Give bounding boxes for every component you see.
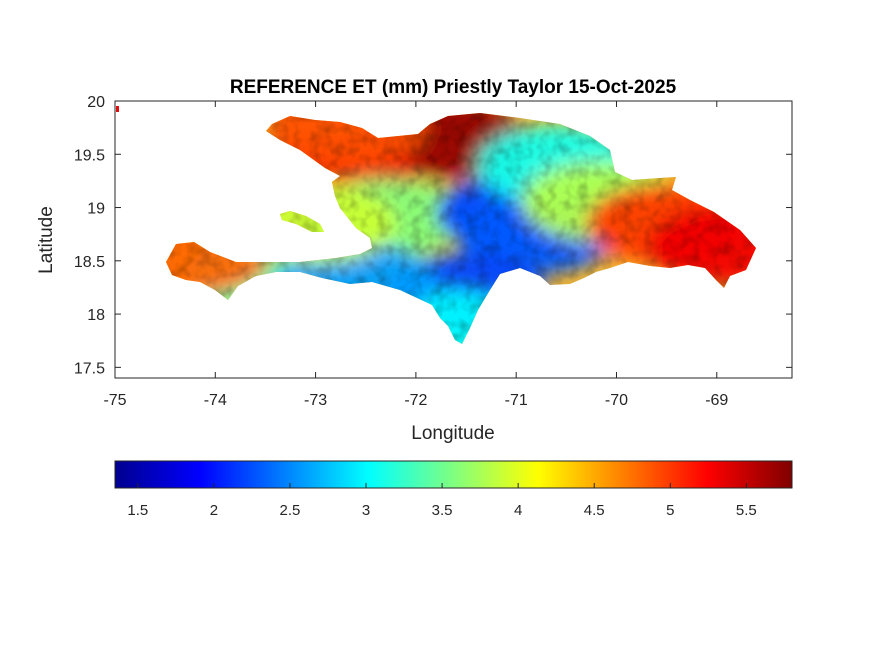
colorbar-ticks: 1.5 2 2.5 3 3.5 4 4.5 5 5.5 (127, 483, 757, 519)
colorbar-tick-label: 5 (666, 502, 674, 519)
x-tick-label: -72 (404, 392, 427, 409)
y-tick-label: 18 (87, 307, 105, 324)
x-tick-label: -74 (204, 392, 227, 409)
colorbar-tick-label: 1.5 (127, 502, 148, 519)
colorbar-tick-label: 4.5 (584, 502, 605, 519)
x-axis: -75 -74 -73 -72 -71 -70 -69 (103, 101, 728, 409)
plot-area: -75 -74 -73 -72 -71 -70 -69 17.5 18 18.5 19 19.5 20 (74, 94, 793, 409)
x-tick-label: -75 (103, 392, 126, 409)
x-tick-label: -69 (705, 392, 728, 409)
x-tick-label: -70 (605, 392, 628, 409)
colorbar-tick-label: 4 (514, 502, 522, 519)
y-tick-label: 20 (87, 94, 105, 111)
y-tick-label: 18.5 (74, 254, 105, 271)
x-tick-label: -71 (505, 392, 528, 409)
x-tick-label: -73 (304, 392, 327, 409)
et-speck (116, 106, 119, 112)
colorbar-gradient (114, 460, 793, 489)
chart-title: REFERENCE ET (mm) Priestly Taylor 15-Oct… (230, 77, 677, 98)
colorbar-tick-label: 3 (362, 502, 370, 519)
y-tick-label: 19.5 (74, 147, 105, 164)
colorbar-tick-label: 2.5 (280, 502, 301, 519)
x-axis-label: Longitude (411, 423, 494, 444)
colorbar: 1.5 2 2.5 3 3.5 4 4.5 5 5.5 (114, 460, 793, 519)
colorbar-tick-label: 3.5 (432, 502, 453, 519)
colorbar-tick-label: 2 (210, 502, 218, 519)
y-tick-label: 19 (87, 201, 105, 218)
y-axis: 17.5 18 18.5 19 19.5 20 (74, 94, 792, 377)
y-axis-label: Latitude (36, 206, 57, 274)
y-tick-label: 17.5 (74, 360, 105, 377)
colorbar-tick-label: 5.5 (736, 502, 757, 519)
axes-box (114, 100, 793, 379)
